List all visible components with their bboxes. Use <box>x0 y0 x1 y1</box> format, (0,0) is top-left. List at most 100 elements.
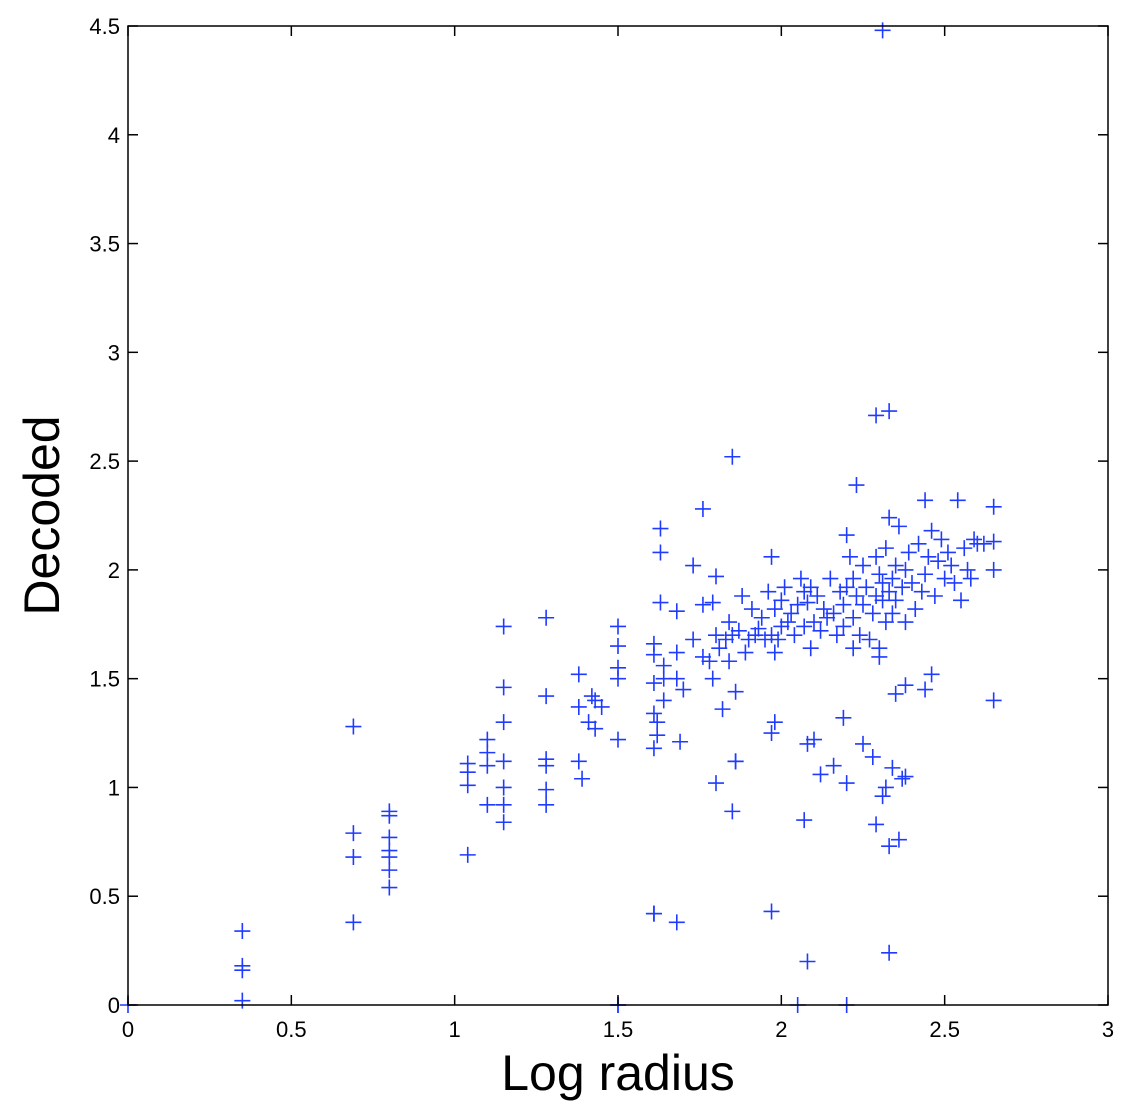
data-point <box>645 646 662 663</box>
data-point <box>345 914 362 931</box>
data-point <box>345 849 362 866</box>
data-point <box>962 570 979 587</box>
data-point <box>855 596 871 613</box>
data-point <box>495 618 512 635</box>
data-point <box>887 557 904 574</box>
data-point <box>841 548 858 565</box>
data-point <box>825 757 842 774</box>
data-point <box>685 557 702 574</box>
data-point <box>877 540 894 557</box>
data-point <box>570 698 587 715</box>
data-point <box>835 618 852 635</box>
data-point <box>234 923 251 940</box>
data-point <box>855 735 871 752</box>
data-point <box>897 561 914 578</box>
plot-frame <box>127 25 1109 1006</box>
x-tick-label: 2 <box>775 1017 787 1042</box>
data-point <box>796 618 813 635</box>
data-point <box>848 587 865 604</box>
data-point <box>645 705 662 722</box>
data-point <box>871 648 888 665</box>
data-point <box>920 548 937 565</box>
data-point <box>835 596 852 613</box>
data-point <box>953 592 969 609</box>
data-point <box>747 627 764 644</box>
data-point <box>724 803 741 820</box>
data-point <box>864 605 881 622</box>
data-point <box>792 570 809 587</box>
data-point <box>727 753 744 770</box>
data-point <box>910 535 927 552</box>
data-point <box>926 587 943 604</box>
data-point <box>868 407 885 424</box>
data-point <box>868 548 885 565</box>
data-point <box>930 553 947 570</box>
data-point <box>783 605 800 622</box>
y-tick-label: 0.5 <box>89 884 120 909</box>
data-point <box>652 520 669 537</box>
data-point <box>711 640 728 657</box>
x-tick-label: 0.5 <box>276 1017 307 1042</box>
data-point <box>868 816 885 833</box>
data-point <box>936 570 953 587</box>
data-point <box>806 731 822 748</box>
y-tick-label: 3 <box>108 340 120 365</box>
data-point <box>789 596 806 613</box>
data-point <box>587 720 604 737</box>
data-point <box>538 609 555 626</box>
data-point <box>694 596 711 613</box>
data-point <box>923 522 940 539</box>
data-point <box>799 953 816 970</box>
data-point <box>610 731 626 748</box>
data-point <box>668 670 685 687</box>
data-point <box>770 631 787 648</box>
data-point <box>721 614 738 631</box>
data-point <box>900 544 917 561</box>
data-point <box>949 492 966 509</box>
data-point <box>737 644 754 661</box>
data-point <box>717 631 734 648</box>
data-point <box>763 548 780 565</box>
data-point <box>887 592 904 609</box>
axis-ticks <box>127 25 1109 1006</box>
data-point <box>975 535 992 552</box>
data-point <box>459 846 476 863</box>
data-point <box>828 627 845 644</box>
data-point <box>694 648 711 665</box>
data-point <box>897 677 914 694</box>
data-point <box>652 594 669 611</box>
data-point <box>652 544 669 561</box>
data-point <box>959 561 976 578</box>
data-point <box>763 725 780 742</box>
data-point <box>874 574 891 591</box>
data-point <box>884 759 901 776</box>
data-point <box>917 566 934 583</box>
data-point <box>933 531 950 548</box>
data-point <box>701 653 718 670</box>
data-point <box>897 768 914 785</box>
data-point <box>495 779 512 796</box>
data-point <box>779 614 796 631</box>
data-point <box>809 587 826 604</box>
data-point <box>459 777 476 794</box>
data-point <box>884 605 901 622</box>
data-point <box>881 944 898 961</box>
y-tick-label: 2 <box>108 558 120 583</box>
data-point <box>913 583 930 600</box>
data-point <box>917 681 934 698</box>
data-point <box>819 609 836 626</box>
data-point <box>675 681 692 698</box>
x-tick-label: 0 <box>122 1017 134 1042</box>
data-point <box>708 627 724 644</box>
data-point <box>881 403 898 420</box>
data-point <box>897 614 914 631</box>
data-point <box>750 620 767 637</box>
x-axis-title: Log radius <box>501 1045 735 1101</box>
data-point <box>763 903 780 920</box>
data-point <box>721 653 738 670</box>
data-point <box>753 609 770 626</box>
data-point <box>943 557 960 574</box>
data-point <box>724 448 741 465</box>
data-point <box>802 579 819 596</box>
data-point <box>381 862 398 879</box>
